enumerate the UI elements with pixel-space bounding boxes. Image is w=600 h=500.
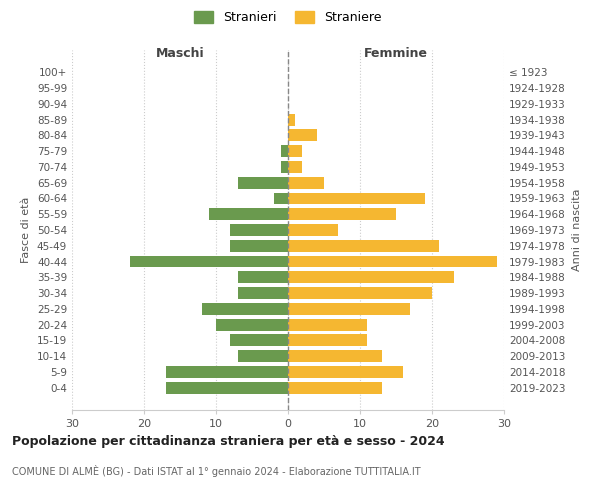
Bar (288, 208, 396, 220)
Bar (288, 382, 382, 394)
Bar (288, 256, 497, 268)
Text: COMUNE DI ALMÈ (BG) - Dati ISTAT al 1° gennaio 2024 - Elaborazione TUTTITALIA.IT: COMUNE DI ALMÈ (BG) - Dati ISTAT al 1° g… (12, 465, 421, 477)
Text: Popolazione per cittadinanza straniera per età e sesso - 2024: Popolazione per cittadinanza straniera p… (12, 435, 445, 448)
Bar (130, 256, 288, 268)
Bar (230, 240, 288, 252)
Bar (274, 192, 288, 204)
Bar (288, 318, 367, 330)
Bar (166, 366, 288, 378)
Bar (288, 240, 439, 252)
Bar (281, 145, 288, 157)
Text: Femmine: Femmine (364, 46, 428, 60)
Y-axis label: Fasce di età: Fasce di età (22, 197, 31, 263)
Bar (288, 145, 302, 157)
Bar (230, 224, 288, 236)
Text: Maschi: Maschi (155, 46, 205, 60)
Bar (288, 287, 432, 299)
Y-axis label: Anni di nascita: Anni di nascita (572, 188, 582, 271)
Bar (288, 303, 410, 315)
Bar (288, 192, 425, 204)
Bar (202, 303, 288, 315)
Bar (216, 318, 288, 330)
Bar (166, 382, 288, 394)
Bar (238, 272, 288, 283)
Bar (238, 287, 288, 299)
Bar (288, 114, 295, 126)
Bar (288, 366, 403, 378)
Bar (288, 177, 324, 188)
Bar (209, 208, 288, 220)
Bar (288, 334, 367, 346)
Bar (288, 224, 338, 236)
Bar (281, 161, 288, 173)
Bar (288, 130, 317, 141)
Bar (238, 177, 288, 188)
Bar (288, 161, 302, 173)
Bar (288, 350, 382, 362)
Bar (238, 350, 288, 362)
Bar (230, 334, 288, 346)
Legend: Stranieri, Straniere: Stranieri, Straniere (190, 6, 386, 30)
Bar (288, 272, 454, 283)
